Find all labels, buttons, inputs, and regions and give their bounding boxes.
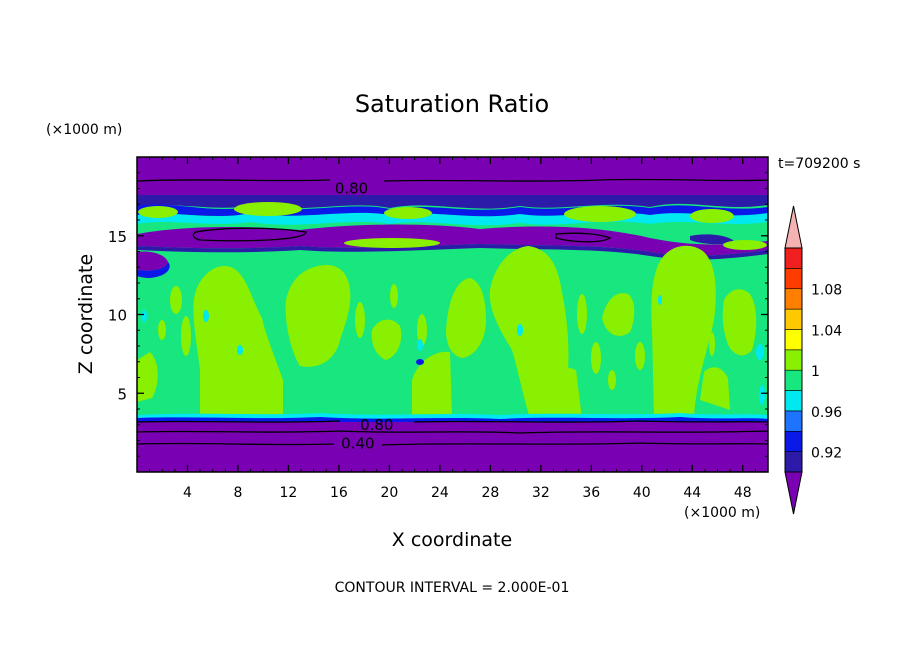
upper-dry-layer: [137, 157, 768, 195]
cloud-column: [412, 351, 452, 418]
blue-speck: [416, 359, 424, 365]
x-tick-label: 12: [280, 485, 298, 501]
cloud-column: [193, 266, 283, 418]
colorbar-bottom-tip: [784, 471, 803, 515]
cloud-column: [722, 289, 757, 356]
x-tick-label: 8: [233, 485, 242, 501]
colorbar-label: 1: [811, 364, 820, 380]
x-tick-label: 44: [683, 485, 701, 501]
lime-patch-upper: [690, 209, 734, 223]
colorbar-swatch: [784, 268, 803, 290]
cloud-column: [602, 293, 635, 336]
colorbar-swatch: [784, 247, 803, 269]
colorbar-label: 1.08: [811, 283, 842, 299]
dry-band-15km: [137, 224, 768, 256]
contour-line: [136, 442, 769, 446]
colorbar-swatch: [784, 288, 803, 310]
y-tick-label: 10: [108, 307, 127, 325]
x-tick-label: 40: [633, 485, 651, 501]
contour-label: 0.80: [360, 416, 393, 434]
cloud-column: [446, 278, 486, 358]
x-tick-label: 28: [481, 485, 499, 501]
lime-patch-upper: [564, 206, 636, 222]
colorbar-top-tip: [784, 205, 803, 249]
colorbar-label: 1.04: [811, 323, 842, 339]
contour-line: [555, 232, 612, 243]
contour-interval-footer: CONTOUR INTERVAL = 2.000E-01: [335, 580, 570, 596]
colorbar-swatch: [784, 410, 803, 432]
time-label: t=709200 s: [778, 156, 860, 172]
contour-line: [136, 178, 769, 182]
colorbar-label: 0.92: [811, 446, 842, 462]
x-unit-label: (×1000 m): [684, 505, 760, 521]
colorbar-swatch: [784, 390, 803, 412]
x-axis-ticks: 4 8 12 16 20 24 28 32 36 40 44 48: [149, 157, 756, 501]
x-tick-label: 32: [532, 485, 550, 501]
x-axis-label: X coordinate: [392, 529, 512, 551]
x-tick-label: 16: [330, 485, 348, 501]
y-unit-label: (×1000 m): [46, 122, 122, 138]
chart-title: Saturation Ratio: [355, 90, 549, 118]
y-axis-label: Z coordinate: [75, 254, 97, 374]
cloud-column: [700, 367, 730, 410]
lime-patch-15km: [723, 240, 767, 250]
dark-patch-left-edge: [137, 262, 170, 278]
lime-patch-upper: [384, 207, 432, 219]
colorbar-swatch: [784, 369, 803, 391]
colorbar: 0.92 0.96 1 1.04 1.08: [784, 205, 842, 515]
y-axis-ticks: 5 10 15: [108, 172, 768, 457]
dark-patch-left: [137, 251, 168, 271]
x-tick-label: 4: [183, 485, 192, 501]
cloud-column: [536, 367, 582, 418]
x-tick-label: 36: [582, 485, 600, 501]
y-tick-label: 15: [108, 228, 127, 246]
contour-line: [136, 430, 769, 434]
contour-label: 0.80: [335, 180, 368, 198]
contour-line: [192, 227, 307, 242]
colorbar-swatch: [784, 329, 803, 351]
cloud-column: [137, 352, 158, 402]
contour-labels: 0.800.800.40: [335, 180, 394, 453]
cloud-column: [285, 265, 351, 367]
dark-patch-right: [690, 234, 735, 245]
lime-patch-15km: [344, 238, 440, 248]
contour-lines: [136, 178, 769, 446]
small-cloud-patches: [158, 284, 715, 390]
cloud-column: [371, 319, 402, 360]
plot-area: [137, 157, 768, 472]
x-tick-label: 24: [431, 485, 449, 501]
colorbar-swatch: [784, 430, 803, 452]
colorbar-frame: [784, 247, 803, 473]
cyan-speckles: [141, 295, 765, 405]
colorbar-swatch: [784, 451, 803, 473]
lime-patch-upper: [234, 202, 302, 216]
colorbar-label: 0.96: [811, 405, 842, 421]
lower-dry-layer: [137, 422, 768, 472]
dry-band-edge: [137, 244, 768, 260]
contour-line: [136, 420, 769, 423]
colorbar-swatch: [784, 349, 803, 371]
y-tick-label: 5: [117, 385, 127, 403]
x-tick-label: 20: [380, 485, 398, 501]
x-tick-label: 48: [734, 485, 752, 501]
contour-label: 0.40: [341, 435, 374, 453]
colorbar-swatch: [784, 308, 803, 330]
lime-patch-upper: [138, 206, 178, 218]
